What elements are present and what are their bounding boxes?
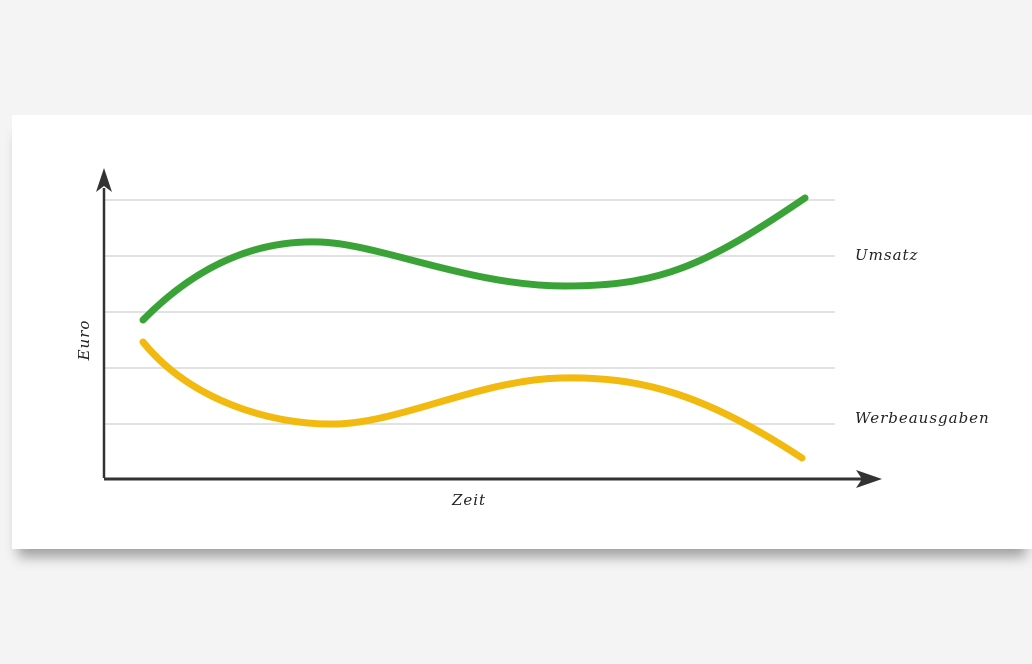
series-label: Umsatz (855, 246, 918, 264)
y-axis-label: Euro (75, 320, 93, 362)
umsatz-curve (139, 194, 809, 324)
werbeausgaben-curve (139, 338, 806, 462)
x-axis-arrow (856, 470, 882, 488)
y-axis-arrow (96, 168, 112, 192)
series-label: Werbeausgaben (855, 409, 990, 427)
grid (104, 199, 835, 425)
x-axis-label: Zeit (451, 491, 486, 509)
